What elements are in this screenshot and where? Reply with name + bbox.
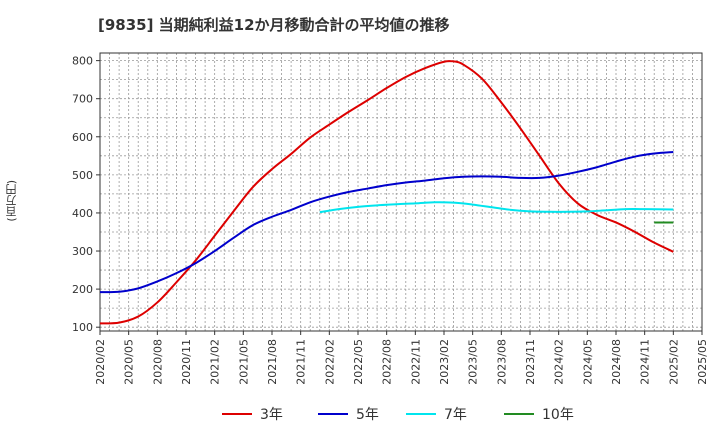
x-tick-label: 2025/02 [667,339,680,385]
legend-item-2: 5年 [318,402,379,426]
y-tick-label: 800 [72,55,93,68]
legend-item-3: 7年 [406,402,467,426]
legend: 3年 5年 7年 10年 [0,402,720,426]
x-tick-label: 2020/05 [123,339,136,385]
legend-swatch [504,413,534,415]
x-tick-label: 2021/08 [266,339,279,385]
legend-label: 10年 [542,407,574,423]
y-tick-label: 700 [72,93,93,106]
x-tick-label: 2020/08 [151,339,164,385]
x-tick-label: 2024/11 [639,339,652,385]
x-tick-label: 2023/11 [524,339,537,385]
legend-item-1: 3年 [222,402,283,426]
x-tick-label: 2022/02 [323,339,336,385]
y-tick-label: 600 [72,131,93,144]
legend-swatch [222,413,252,415]
series-line-1 [99,59,674,325]
plot-border [99,52,703,332]
legend-label: 7年 [444,407,467,423]
x-tick-label: 2022/05 [352,339,365,385]
plot-area: 100 200 300 400 500 600 700 800 2020/02 2020/05 20… [72,52,709,385]
x-tick-label: 2021/02 [209,339,222,385]
y-tick-label: 400 [72,207,93,220]
x-tick-label: 2024/08 [610,339,623,385]
x-tick-label: 2023/02 [438,339,451,385]
legend-swatch [406,413,436,415]
y-tick-label: 200 [72,283,93,296]
y-tick-label: 500 [72,169,93,182]
legend-swatch [318,413,348,415]
series-line-2 [99,151,674,294]
chart-title: [9835] 当期純利益12か月移動合計の平均値の推移 [98,16,450,34]
legend-label: 5年 [356,407,379,423]
legend-item-4: 10年 [504,402,574,426]
plot-background [100,53,702,331]
legend-label: 3年 [260,407,283,423]
y-tick-label: 100 [72,321,93,334]
x-tick-label: 2024/02 [553,339,566,385]
x-tick-label: 2025/05 [696,339,709,385]
x-tick-label: 2022/11 [409,339,422,385]
series-line-3 [319,201,674,214]
x-tick-label: 2020/11 [180,339,193,385]
x-tick-label: 2024/05 [581,339,594,385]
x-tick-label: 2021/11 [295,339,308,385]
x-tick-label: 2023/05 [467,339,480,385]
x-tick-label: 2020/02 [94,339,107,385]
y-tick-label: 300 [72,245,93,258]
x-tick-label: 2023/08 [495,339,508,385]
x-tick-label: 2022/08 [381,339,394,385]
x-tick-label: 2021/05 [237,339,250,385]
